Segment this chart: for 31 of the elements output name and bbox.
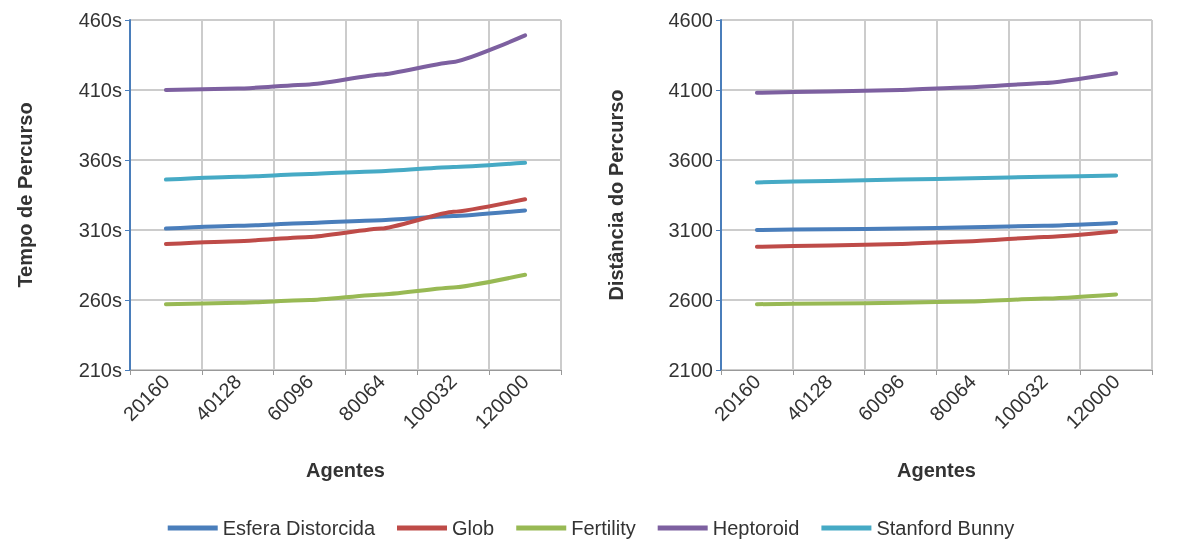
y-tick-label: 3600 [668,149,713,171]
y-tick-label: 210s [78,359,122,381]
line-series [754,229,1119,249]
legend-label: Fertility [571,517,636,539]
y-tick-label: 360s [78,149,122,171]
x-axis-title: Agentes [306,459,385,481]
y-tick-label: 410s [78,79,122,101]
y-tick-label: 2600 [668,289,713,311]
legend-label: Glob [452,517,495,539]
legend-label: Heptoroid [712,517,800,539]
line-series [754,173,1119,185]
y-tick-label: 310s [78,219,122,241]
line-series [163,33,528,92]
line-series [163,272,528,307]
line-series [163,208,528,231]
y-axis-title: Distância do Percurso [605,89,627,301]
y-tick-label: 4600 [668,9,713,31]
line-series [163,197,528,246]
line-series [754,221,1119,232]
line-series [163,160,528,182]
legend-label: Esfera Distorcida [222,517,376,539]
y-tick-label: 260s [78,289,122,311]
y-tick-label: 3100 [668,219,713,241]
y-tick-label: 2100 [668,359,713,381]
line-series [754,292,1119,307]
y-tick-label: 4100 [668,79,713,101]
x-axis-title: Agentes [897,459,976,481]
line-series [754,71,1119,95]
y-axis-title: Tempo de Percurso [14,102,36,288]
legend-label: Stanford Bunny [876,517,1015,539]
y-tick-label: 460s [78,9,122,31]
